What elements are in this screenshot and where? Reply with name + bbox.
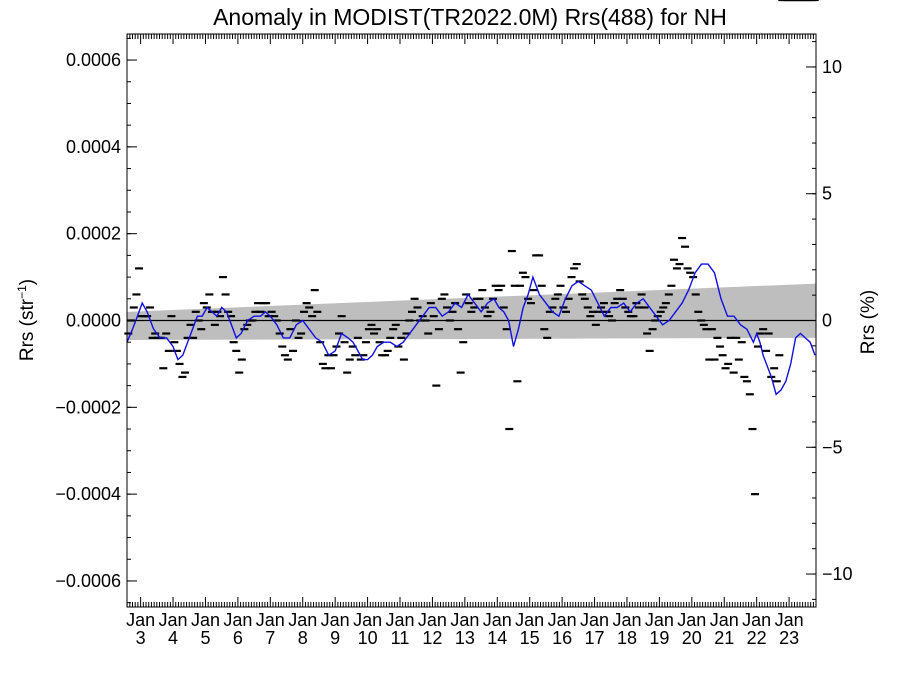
x-tick-year-label: 6 — [233, 628, 243, 648]
x-tick-year-label: 5 — [200, 628, 210, 648]
x-tick-year-label: 15 — [520, 628, 540, 648]
x-tick-month-label: Jan — [710, 610, 739, 630]
x-tick-month-label: Jan — [483, 610, 512, 630]
left-tick-label: −0.0006 — [55, 571, 121, 591]
plot-area — [124, 0, 819, 608]
x-tick-month-label: Jan — [580, 610, 609, 630]
x-tick-year-label: 7 — [265, 628, 275, 648]
x-tick-year-label: 10 — [358, 628, 378, 648]
x-axis: Jan3Jan4Jan5Jan6Jan7Jan8Jan9Jan10Jan11Ja… — [126, 34, 814, 648]
left-tick-label: 0.0006 — [66, 50, 121, 70]
smoothed-line — [126, 263, 816, 396]
x-tick-year-label: 22 — [747, 628, 767, 648]
x-tick-month-label: Jan — [742, 610, 771, 630]
right-tick-label: −10 — [822, 564, 853, 584]
x-tick-month-label: Jan — [645, 610, 674, 630]
x-tick-year-label: 23 — [779, 628, 799, 648]
x-tick-year-label: 4 — [168, 628, 178, 648]
x-tick-month-label: Jan — [450, 610, 479, 630]
x-tick-year-label: 11 — [391, 628, 410, 648]
x-tick-month-label: Jan — [223, 610, 252, 630]
x-tick-year-label: 3 — [136, 628, 146, 648]
x-tick-year-label: 20 — [682, 628, 702, 648]
x-tick-year-label: 14 — [487, 628, 507, 648]
x-tick-year-label: 18 — [617, 628, 637, 648]
right-tick-label: 5 — [822, 184, 832, 204]
left-tick-label: 0.0002 — [66, 224, 121, 244]
right-tick-label: 10 — [822, 57, 842, 77]
x-tick-month-label: Jan — [288, 610, 317, 630]
left-tick-label: −0.0002 — [55, 397, 121, 417]
y-axis-label-left: Rrs (str−1) — [15, 279, 38, 361]
x-tick-month-label: Jan — [612, 610, 641, 630]
left-tick-label: 0.0004 — [66, 137, 121, 157]
x-tick-month-label: Jan — [515, 610, 544, 630]
x-tick-year-label: 21 — [714, 628, 734, 648]
x-tick-year-label: 13 — [455, 628, 475, 648]
x-tick-year-label: 9 — [330, 628, 340, 648]
x-tick-month-label: Jan — [677, 610, 706, 630]
chart-title: Anomaly in MODIST(TR2022.0M) Rrs(488) fo… — [213, 4, 727, 30]
x-tick-month-label: Jan — [353, 610, 382, 630]
x-tick-month-label: Jan — [191, 610, 220, 630]
x-tick-month-label: Jan — [126, 610, 155, 630]
x-tick-month-label: Jan — [256, 610, 285, 630]
x-tick-year-label: 17 — [585, 628, 605, 648]
x-tick-month-label: Jan — [385, 610, 414, 630]
x-tick-month-label: Jan — [775, 610, 804, 630]
left-tick-label: −0.0004 — [55, 484, 121, 504]
right-tick-label: −5 — [822, 437, 843, 457]
x-tick-month-label: Jan — [321, 610, 350, 630]
y-axis-label-right: Rrs (%) — [858, 290, 879, 354]
right-y-axis: 10 5 0 −5 −10 — [806, 41, 853, 600]
x-tick-year-label: 19 — [649, 628, 669, 648]
x-tick-month-label: Jan — [418, 610, 447, 630]
right-tick-label: 0 — [822, 311, 832, 331]
left-tick-label: 0.0000 — [66, 311, 121, 331]
x-tick-year-label: 12 — [422, 628, 442, 648]
left-y-axis: 0.0006 0.0004 0.0002 0.0000 −0.0002 −0.0004 −0… — [55, 37, 137, 604]
x-tick-year-label: 16 — [552, 628, 572, 648]
x-tick-month-label: Jan — [548, 610, 577, 630]
x-tick-year-label: 8 — [298, 628, 308, 648]
x-tick-month-label: Jan — [159, 610, 188, 630]
